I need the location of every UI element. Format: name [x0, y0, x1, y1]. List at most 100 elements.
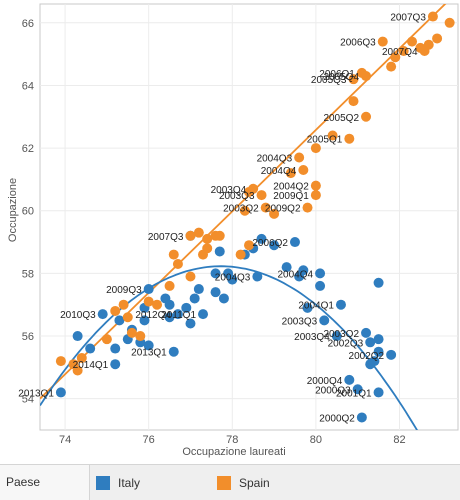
point-italy[interactable]	[227, 274, 238, 285]
point-label-italy: 2009Q3	[106, 285, 142, 296]
point-italy[interactable]	[164, 312, 175, 323]
point-italy[interactable]	[373, 346, 384, 357]
point-spain[interactable]	[122, 312, 133, 323]
point-spain[interactable]	[390, 52, 401, 63]
point-italy[interactable]	[55, 387, 66, 398]
point-spain[interactable]	[76, 352, 87, 363]
point-italy[interactable]	[110, 359, 121, 370]
legend-item-spain[interactable]: Spain	[217, 465, 270, 500]
point-spain[interactable]	[110, 305, 121, 316]
point-spain[interactable]	[248, 183, 259, 194]
point-italy[interactable]	[181, 302, 192, 313]
point-spain[interactable]	[214, 230, 225, 241]
point-spain[interactable]	[164, 280, 175, 291]
point-spain[interactable]	[356, 67, 367, 78]
point-spain[interactable]	[285, 168, 296, 179]
point-spain[interactable]	[168, 249, 179, 260]
point-spain[interactable]	[407, 36, 418, 47]
point-spain[interactable]	[55, 356, 66, 367]
point-spain[interactable]	[398, 45, 409, 56]
point-spain[interactable]	[193, 227, 204, 238]
point-italy[interactable]	[143, 340, 154, 351]
point-spain[interactable]	[185, 271, 196, 282]
point-spain[interactable]	[256, 190, 267, 201]
point-italy[interactable]	[335, 299, 346, 310]
point-spain[interactable]	[298, 165, 309, 176]
point-italy[interactable]	[114, 315, 125, 326]
point-italy[interactable]	[143, 284, 154, 295]
point-italy[interactable]	[365, 337, 376, 348]
point-italy[interactable]	[386, 349, 397, 360]
point-italy[interactable]	[373, 334, 384, 345]
point-label-italy: 2000Q4	[307, 376, 343, 387]
point-italy[interactable]	[369, 356, 380, 367]
point-italy[interactable]	[356, 412, 367, 423]
point-italy[interactable]	[256, 233, 267, 244]
point-italy[interactable]	[193, 284, 204, 295]
point-spain[interactable]	[269, 208, 280, 219]
point-spain[interactable]	[152, 299, 163, 310]
point-italy[interactable]	[361, 327, 372, 338]
point-spain[interactable]	[260, 202, 271, 213]
point-italy[interactable]	[85, 343, 96, 354]
point-italy[interactable]	[172, 309, 183, 320]
point-italy[interactable]	[210, 268, 221, 279]
point-spain[interactable]	[310, 190, 321, 201]
point-italy[interactable]	[281, 262, 292, 273]
point-italy[interactable]	[352, 384, 363, 395]
legend-item-italy[interactable]: Italy	[96, 465, 140, 500]
point-spain[interactable]	[72, 365, 83, 376]
point-italy[interactable]	[373, 387, 384, 398]
point-italy[interactable]	[189, 293, 200, 304]
point-italy[interactable]	[315, 268, 326, 279]
point-italy[interactable]	[168, 346, 179, 357]
point-spain[interactable]	[377, 36, 388, 47]
point-italy[interactable]	[164, 299, 175, 310]
point-italy[interactable]	[185, 318, 196, 329]
point-italy[interactable]	[218, 293, 229, 304]
point-spain[interactable]	[432, 33, 443, 44]
point-italy[interactable]	[302, 302, 313, 313]
point-spain[interactable]	[143, 296, 154, 307]
point-spain[interactable]	[361, 111, 372, 122]
point-spain[interactable]	[348, 74, 359, 85]
point-italy[interactable]	[289, 237, 300, 248]
point-spain[interactable]	[202, 243, 213, 254]
point-italy[interactable]	[210, 287, 221, 298]
point-spain[interactable]	[427, 11, 438, 22]
point-italy[interactable]	[72, 331, 83, 342]
point-italy[interactable]	[269, 240, 280, 251]
point-spain[interactable]	[101, 334, 112, 345]
point-spain[interactable]	[235, 249, 246, 260]
point-spain[interactable]	[386, 61, 397, 72]
point-spain[interactable]	[444, 17, 455, 28]
point-italy[interactable]	[315, 280, 326, 291]
point-spain[interactable]	[239, 205, 250, 216]
point-spain[interactable]	[202, 233, 213, 244]
point-italy[interactable]	[97, 309, 108, 320]
point-spain[interactable]	[327, 130, 338, 141]
point-spain[interactable]	[118, 299, 129, 310]
point-italy[interactable]	[344, 374, 355, 385]
point-spain[interactable]	[302, 202, 313, 213]
point-spain[interactable]	[348, 96, 359, 107]
point-italy[interactable]	[319, 315, 330, 326]
point-spain[interactable]	[244, 240, 254, 251]
point-italy[interactable]	[373, 277, 384, 288]
point-italy[interactable]	[214, 246, 225, 257]
point-spain[interactable]	[294, 152, 305, 163]
point-spain[interactable]	[126, 327, 137, 338]
point-spain[interactable]	[310, 180, 321, 191]
point-italy[interactable]	[252, 271, 263, 282]
point-italy[interactable]	[139, 315, 150, 326]
point-italy[interactable]	[110, 343, 121, 354]
point-spain[interactable]	[185, 230, 196, 241]
point-spain[interactable]	[172, 258, 183, 269]
point-spain[interactable]	[423, 39, 434, 50]
point-italy[interactable]	[198, 309, 209, 320]
point-spain[interactable]	[344, 133, 355, 144]
point-spain[interactable]	[310, 143, 321, 154]
point-italy[interactable]	[298, 265, 309, 276]
point-spain[interactable]	[135, 331, 146, 342]
point-italy[interactable]	[331, 331, 342, 342]
